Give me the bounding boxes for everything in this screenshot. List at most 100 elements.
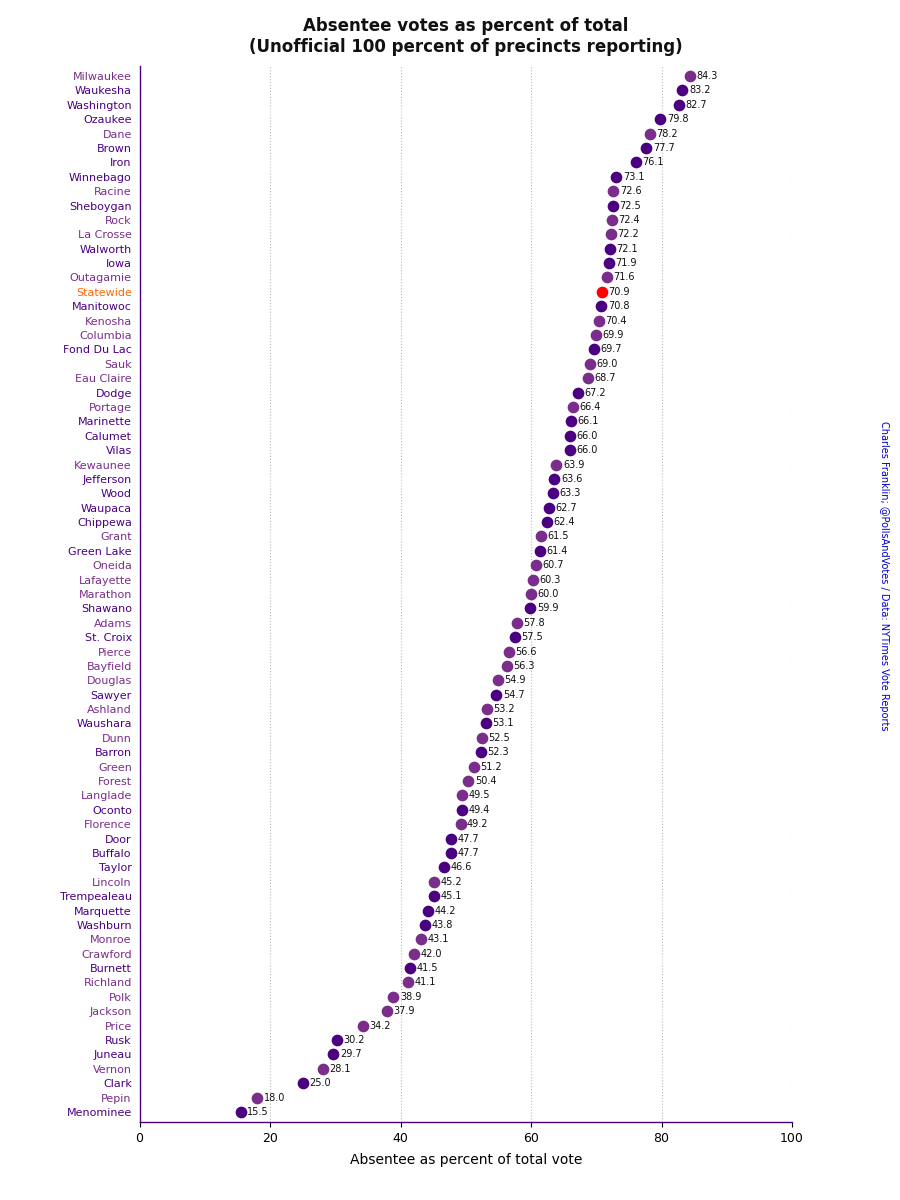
Text: 69.0: 69.0 [596, 359, 617, 368]
Text: 62.4: 62.4 [554, 517, 575, 527]
Text: 73.1: 73.1 [623, 172, 644, 181]
Point [326, 1045, 340, 1064]
Text: 59.9: 59.9 [537, 604, 558, 613]
Text: 34.2: 34.2 [369, 1021, 391, 1031]
Point [563, 440, 578, 460]
Point [603, 239, 617, 258]
Text: 18.0: 18.0 [264, 1092, 284, 1103]
Point [454, 800, 469, 820]
Point [606, 196, 620, 215]
Text: 71.9: 71.9 [616, 258, 636, 268]
Point [480, 700, 494, 719]
Text: 45.1: 45.1 [440, 892, 462, 901]
Point [420, 901, 435, 920]
Point [249, 1088, 265, 1108]
Text: 67.2: 67.2 [584, 388, 606, 397]
Text: 30.2: 30.2 [343, 1034, 364, 1045]
Text: 47.7: 47.7 [457, 848, 479, 858]
Text: 63.3: 63.3 [559, 488, 580, 498]
Text: 53.2: 53.2 [493, 704, 515, 714]
Point [545, 484, 560, 503]
Text: 66.4: 66.4 [580, 402, 600, 412]
Point [609, 167, 624, 186]
Text: 60.7: 60.7 [542, 560, 563, 570]
Text: 82.7: 82.7 [686, 100, 707, 110]
Point [295, 1074, 310, 1093]
Text: 61.4: 61.4 [546, 546, 568, 556]
Text: 60.0: 60.0 [537, 589, 559, 599]
Point [436, 858, 451, 877]
Text: 72.2: 72.2 [617, 229, 639, 239]
Point [539, 512, 554, 532]
Text: 57.5: 57.5 [521, 632, 543, 642]
Point [400, 973, 415, 992]
Text: 72.5: 72.5 [619, 200, 641, 210]
Point [427, 887, 441, 906]
Text: 46.6: 46.6 [450, 863, 472, 872]
Text: 43.1: 43.1 [428, 935, 448, 944]
Title: Absentee votes as percent of total
(Unofficial 100 percent of precincts reportin: Absentee votes as percent of total (Unof… [249, 17, 682, 56]
Point [675, 80, 689, 100]
Point [580, 368, 595, 388]
Text: 56.6: 56.6 [516, 647, 536, 656]
Point [639, 138, 653, 157]
Text: 84.3: 84.3 [696, 71, 717, 82]
Point [526, 570, 540, 589]
Point [455, 786, 470, 805]
Point [629, 152, 643, 172]
Text: 56.3: 56.3 [513, 661, 535, 671]
Point [356, 1016, 370, 1036]
Point [549, 455, 563, 474]
Point [542, 498, 556, 517]
Text: 54.9: 54.9 [504, 676, 526, 685]
Point [329, 1031, 344, 1050]
Point [500, 656, 514, 676]
Point [233, 1103, 248, 1122]
Point [380, 1002, 394, 1021]
Point [407, 944, 421, 964]
Text: 78.2: 78.2 [656, 128, 678, 139]
Point [490, 685, 504, 704]
Point [479, 714, 493, 733]
Text: 45.2: 45.2 [441, 877, 463, 887]
Text: 41.5: 41.5 [417, 964, 438, 973]
Point [594, 296, 608, 316]
Point [386, 988, 400, 1007]
Text: 53.1: 53.1 [492, 719, 514, 728]
X-axis label: Absentee as percent of total vote: Absentee as percent of total vote [349, 1153, 582, 1168]
Point [454, 815, 468, 834]
Text: 25.0: 25.0 [310, 1078, 331, 1088]
Point [563, 412, 578, 431]
Text: 66.0: 66.0 [577, 431, 598, 440]
Text: 83.2: 83.2 [688, 85, 710, 96]
Text: 57.8: 57.8 [523, 618, 544, 628]
Point [582, 354, 597, 373]
Text: 42.0: 42.0 [420, 949, 442, 959]
Point [533, 541, 547, 560]
Text: 49.5: 49.5 [469, 791, 491, 800]
Point [444, 844, 458, 863]
Text: 54.7: 54.7 [503, 690, 525, 700]
Point [653, 109, 668, 128]
Text: 72.1: 72.1 [616, 244, 638, 253]
Point [606, 181, 620, 200]
Text: 62.7: 62.7 [555, 503, 577, 512]
Point [403, 959, 418, 978]
Text: 70.9: 70.9 [608, 287, 630, 296]
Point [595, 282, 609, 301]
Point [534, 527, 548, 546]
Point [473, 743, 488, 762]
Point [603, 224, 617, 244]
Text: 28.1: 28.1 [329, 1063, 351, 1074]
Text: 66.1: 66.1 [577, 416, 598, 426]
Point [428, 872, 442, 892]
Point [587, 340, 601, 359]
Text: 52.5: 52.5 [489, 733, 510, 743]
Text: 49.2: 49.2 [467, 820, 489, 829]
Point [524, 584, 538, 604]
Text: 52.3: 52.3 [487, 748, 508, 757]
Text: 47.7: 47.7 [457, 834, 479, 844]
Point [565, 397, 580, 416]
Point [682, 66, 697, 85]
Text: Charles Franklin; @PollsAndVotes / Data: NYTimes Vote Reports: Charles Franklin; @PollsAndVotes / Data:… [878, 421, 889, 731]
